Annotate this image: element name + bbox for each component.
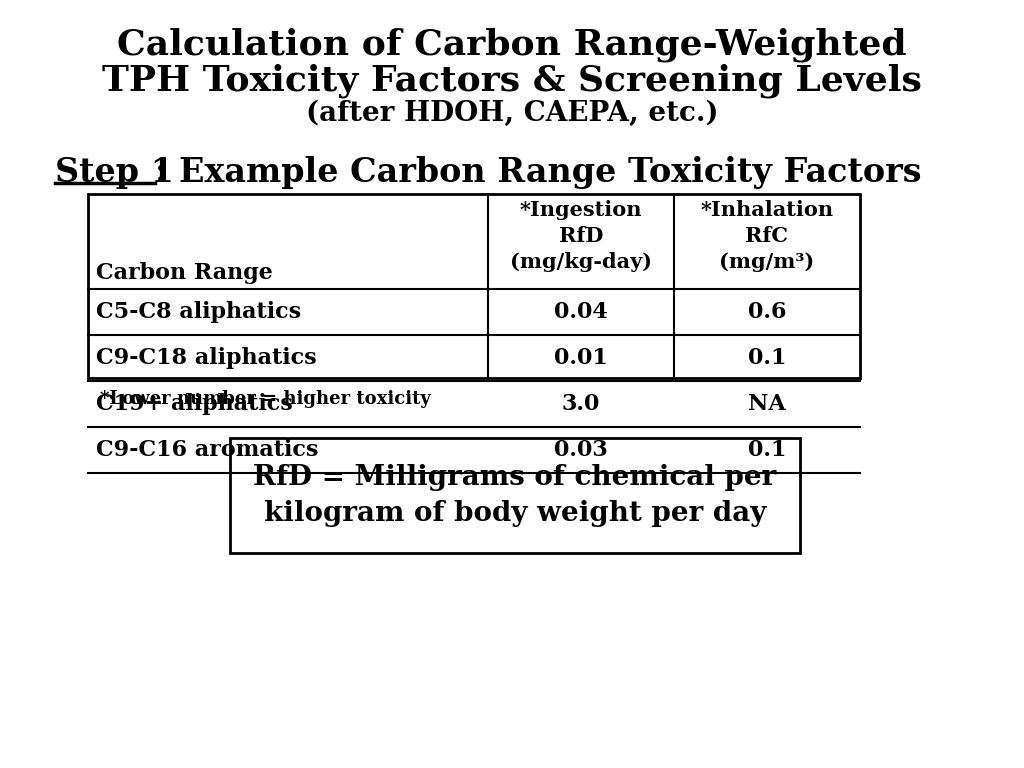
Text: C19+ aliphatics: C19+ aliphatics [96, 393, 293, 415]
Text: Calculation of Carbon Range-Weighted: Calculation of Carbon Range-Weighted [117, 28, 907, 62]
Text: 3.0: 3.0 [562, 393, 600, 415]
Text: C9-C16 aromatics: C9-C16 aromatics [96, 439, 318, 461]
Text: (mg/m³): (mg/m³) [720, 252, 815, 272]
Text: Carbon Range: Carbon Range [96, 262, 272, 284]
Text: 0.04: 0.04 [554, 301, 608, 323]
Bar [88, 194, 860, 378]
Text: kilogram of body weight per day: kilogram of body weight per day [264, 500, 766, 527]
Text: *Inhalation: *Inhalation [700, 200, 834, 220]
Bar [230, 438, 800, 553]
Text: C9-C18 aliphatics: C9-C18 aliphatics [96, 347, 316, 369]
Text: Step 1: Step 1 [55, 156, 174, 189]
Text: 0.01: 0.01 [554, 347, 608, 369]
Text: C5-C8 aliphatics: C5-C8 aliphatics [96, 301, 301, 323]
Text: *Lower number = higher toxicity: *Lower number = higher toxicity [100, 390, 431, 408]
Text: (mg/kg-day): (mg/kg-day) [510, 252, 652, 272]
Text: TPH Toxicity Factors & Screening Levels: TPH Toxicity Factors & Screening Levels [102, 63, 922, 98]
Text: 0.1: 0.1 [748, 347, 786, 369]
Text: 0.1: 0.1 [748, 439, 786, 461]
Text: : Example Carbon Range Toxicity Factors: : Example Carbon Range Toxicity Factors [155, 156, 922, 189]
Text: RfC: RfC [745, 226, 788, 246]
Text: RfD = Milligrams of chemical per: RfD = Milligrams of chemical per [253, 464, 776, 491]
Text: (after HDOH, CAEPA, etc.): (after HDOH, CAEPA, etc.) [306, 100, 718, 127]
Text: 0.6: 0.6 [748, 301, 786, 323]
Text: *Ingestion: *Ingestion [520, 200, 642, 220]
Text: NA: NA [749, 393, 785, 415]
Text: 0.03: 0.03 [554, 439, 608, 461]
Text: RfD: RfD [559, 226, 603, 246]
